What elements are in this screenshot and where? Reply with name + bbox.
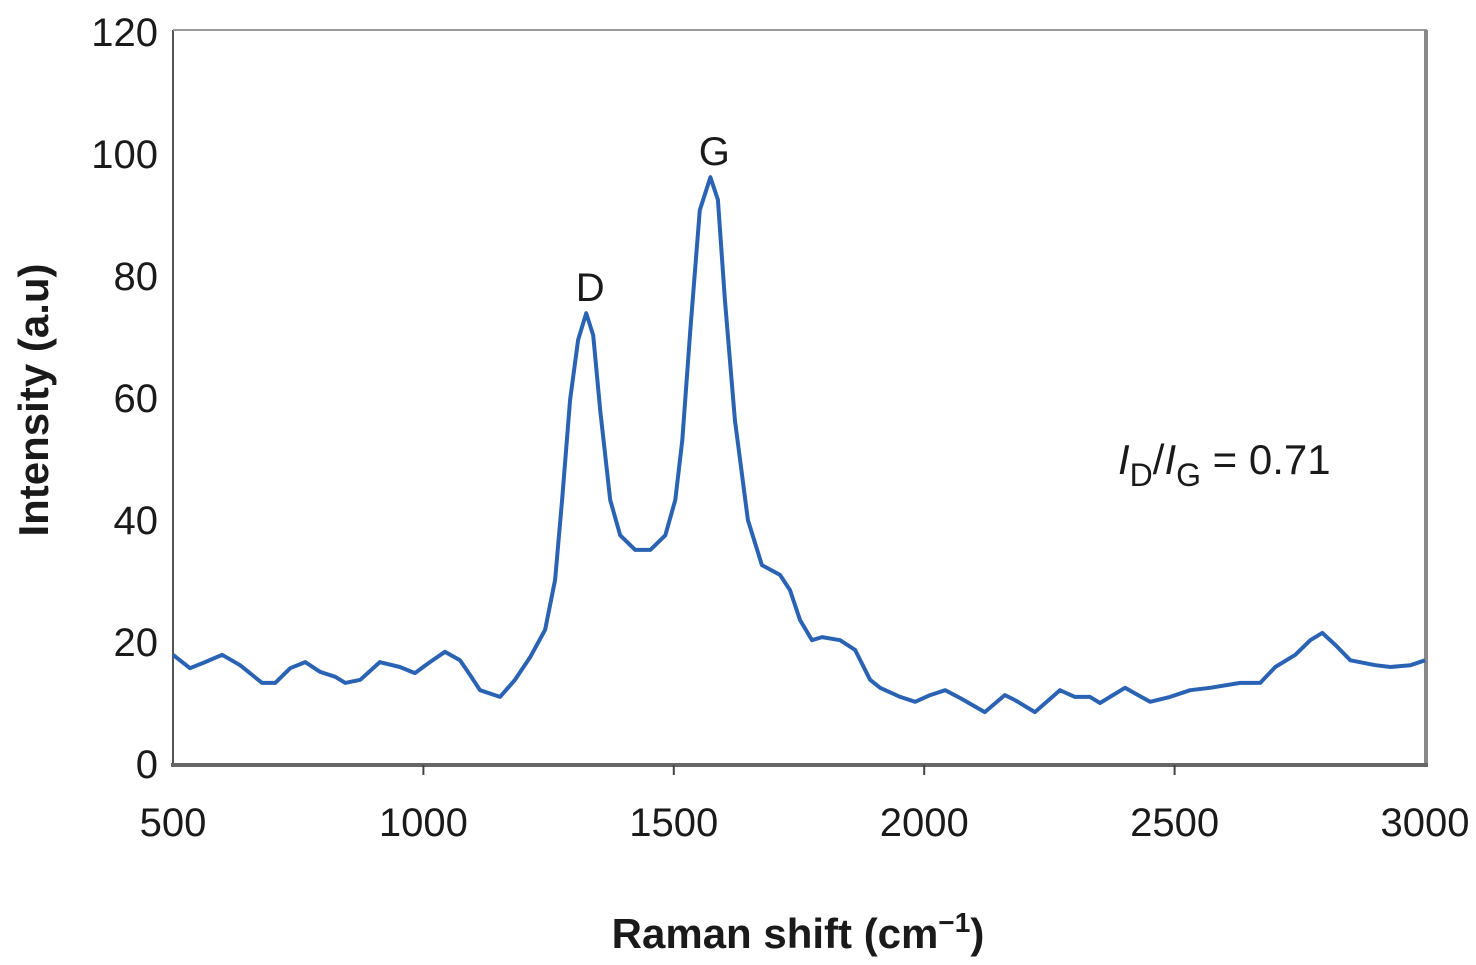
x-axis-label: Raman shift (cm−1) [612, 907, 985, 957]
ratio-annotation: ID/IG = 0.71 [1118, 436, 1331, 493]
ratio-sub-g: G [1176, 457, 1201, 493]
x-axis-label-close: ) [970, 910, 984, 957]
y-tick-label: 20 [114, 621, 159, 665]
x-tick-label: 1500 [629, 801, 718, 845]
peak-label-d: D [576, 266, 605, 310]
y-tick-label: 0 [136, 743, 158, 787]
ratio-sub-d: D [1130, 457, 1153, 493]
x-tick-label: 2500 [1130, 801, 1219, 845]
y-tick-label: 80 [114, 255, 159, 299]
x-tick-label: 1000 [379, 801, 468, 845]
x-tick-label: 500 [140, 801, 207, 845]
ratio-slash: / [1153, 436, 1165, 483]
x-tick-label: 2000 [880, 801, 969, 845]
y-tick-label: 120 [91, 11, 158, 55]
y-axis-label: Intensity (a.u) [10, 263, 57, 536]
ratio-i-d: I [1118, 436, 1130, 483]
y-tick-label: 60 [114, 377, 159, 421]
x-tick-label: 3000 [1381, 801, 1470, 845]
plot-frame [171, 29, 1428, 767]
ratio-i-g: I [1164, 436, 1176, 483]
ratio-value: = 0.71 [1201, 436, 1331, 483]
spectrum-line [171, 175, 1426, 715]
peak-label-g: G [699, 130, 730, 174]
x-axis-label-sup: −1 [938, 907, 970, 938]
y-tick-label: 40 [114, 499, 159, 543]
x-axis-label-text: Raman shift (cm [612, 910, 939, 957]
y-tick-label: 100 [91, 133, 158, 177]
